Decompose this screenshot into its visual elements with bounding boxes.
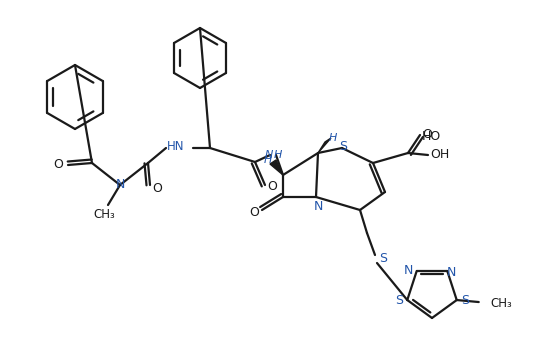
Text: CH₃: CH₃ — [491, 297, 513, 310]
Text: S: S — [395, 294, 403, 307]
Text: H: H — [274, 150, 282, 160]
Text: H: H — [329, 133, 337, 143]
Text: O: O — [249, 207, 259, 220]
Text: S: S — [461, 294, 469, 307]
Text: O: O — [267, 180, 277, 193]
Text: CH₃: CH₃ — [93, 208, 115, 222]
Text: OH: OH — [430, 148, 450, 162]
Text: N: N — [313, 201, 322, 213]
Text: O: O — [53, 159, 63, 172]
Polygon shape — [270, 160, 283, 175]
Text: O: O — [152, 181, 162, 194]
Text: H: H — [264, 155, 272, 165]
Polygon shape — [318, 138, 331, 153]
Text: N: N — [115, 178, 125, 192]
Text: HN: HN — [166, 140, 184, 153]
Text: N: N — [265, 150, 273, 160]
Text: HO: HO — [421, 131, 441, 144]
Text: N: N — [447, 266, 456, 280]
Text: N: N — [404, 265, 414, 278]
Text: O: O — [422, 129, 432, 142]
Text: S: S — [379, 252, 387, 265]
Text: S: S — [339, 139, 347, 152]
